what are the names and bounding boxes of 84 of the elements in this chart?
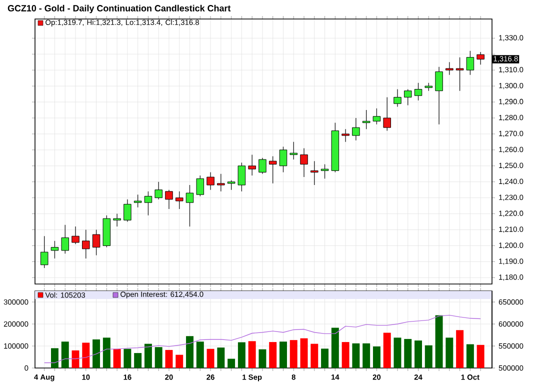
candlestick <box>134 194 142 208</box>
candlestick <box>50 240 59 259</box>
bar <box>248 341 256 368</box>
bar <box>321 348 329 368</box>
bar <box>404 338 412 368</box>
candlestick <box>113 213 121 227</box>
candlestick <box>372 108 381 125</box>
bar <box>466 344 474 368</box>
candlestick <box>217 174 225 192</box>
bar <box>331 328 339 368</box>
bar <box>228 358 236 368</box>
candlestick <box>394 88 402 108</box>
bar <box>50 348 58 368</box>
bar <box>124 348 132 368</box>
bar <box>72 350 80 368</box>
bar <box>446 338 454 368</box>
candlestick <box>466 50 474 76</box>
candlestick <box>310 160 318 186</box>
candlestick <box>92 229 100 256</box>
bar <box>82 342 90 368</box>
bar <box>279 342 287 368</box>
bar <box>92 339 100 368</box>
candlestick <box>61 224 70 254</box>
candlestick <box>165 190 173 210</box>
bar <box>154 347 162 368</box>
bar <box>300 338 308 368</box>
candlestick <box>186 184 194 227</box>
bar <box>134 353 142 368</box>
bar <box>414 340 422 368</box>
bar <box>424 345 432 368</box>
bar <box>383 332 391 368</box>
candlestick <box>383 96 391 132</box>
bar <box>238 342 246 368</box>
candlestick <box>404 88 412 106</box>
candlestick <box>435 66 443 125</box>
candlestick <box>290 142 298 160</box>
bar <box>61 342 69 368</box>
candlestick <box>414 82 422 101</box>
bar <box>269 342 277 368</box>
bar <box>476 344 484 368</box>
candlestick <box>342 128 350 142</box>
candlestick <box>446 62 454 76</box>
candlestick <box>154 182 162 200</box>
bar <box>113 348 121 368</box>
bar <box>372 346 380 368</box>
bar <box>186 336 194 368</box>
bar <box>196 342 204 368</box>
candlestick <box>40 236 48 268</box>
candlestick <box>124 199 132 222</box>
bar <box>290 340 298 368</box>
bar <box>206 348 214 368</box>
candlestick <box>238 162 246 192</box>
candlestick <box>206 172 214 190</box>
chart-title: GCZ10 - Gold - Daily Continuation Candlestick Chart <box>8 4 231 14</box>
bar <box>258 349 266 368</box>
bar <box>165 350 173 368</box>
bar <box>456 330 464 368</box>
bar <box>342 342 350 368</box>
candlestick <box>196 175 204 196</box>
candlestick <box>227 180 236 190</box>
candlestick <box>320 164 329 179</box>
candlestick <box>258 158 266 174</box>
line-series <box>44 314 481 364</box>
candlestick <box>82 229 90 259</box>
candlestick <box>352 118 360 141</box>
bar <box>310 344 318 368</box>
bar <box>102 338 110 368</box>
bar <box>394 338 402 368</box>
candlestick <box>279 146 288 173</box>
bar <box>217 348 225 368</box>
bar <box>352 343 360 368</box>
bar <box>362 343 370 368</box>
candlestick <box>476 52 484 65</box>
candlestick <box>456 57 464 92</box>
candlestick <box>268 156 277 184</box>
candlestick <box>72 226 80 244</box>
candlestick <box>300 148 308 178</box>
bar <box>144 344 152 368</box>
candlestick <box>144 191 152 216</box>
candlestick <box>248 154 256 176</box>
candlestick <box>362 110 370 130</box>
bar <box>435 315 443 368</box>
bar <box>176 354 184 368</box>
candlestick <box>175 191 184 210</box>
